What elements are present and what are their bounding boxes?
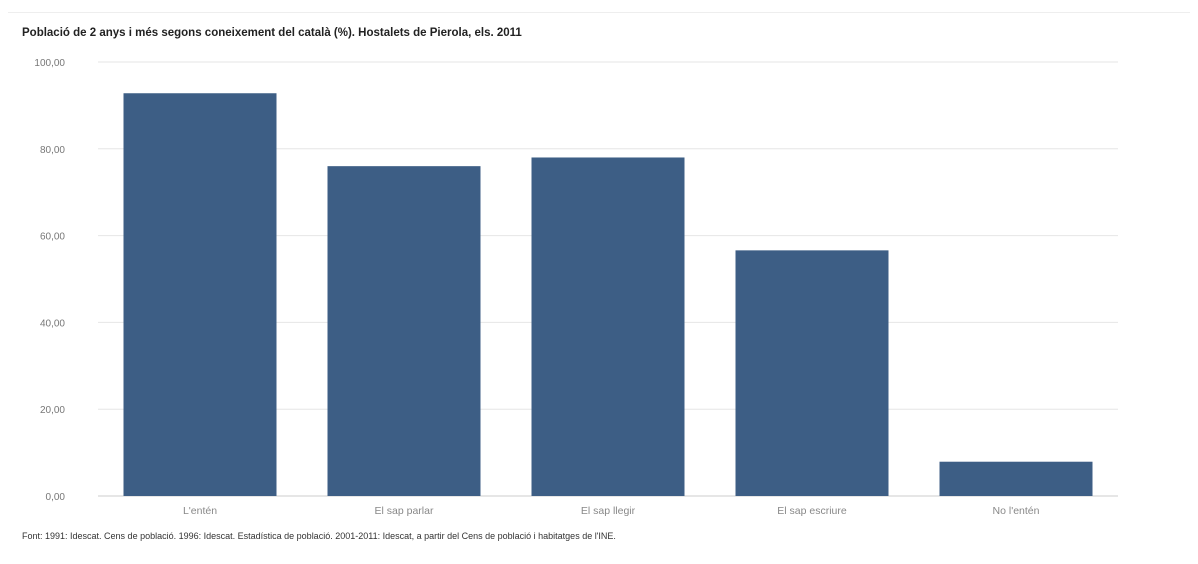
x-tick-label: El sap escriure — [777, 505, 847, 517]
x-tick-label: El sap llegir — [581, 505, 636, 517]
x-tick-label: No l'entén — [993, 505, 1040, 517]
y-tick-label: 100,00 — [34, 58, 65, 69]
y-tick-label: 60,00 — [40, 232, 65, 243]
bar — [327, 166, 481, 496]
x-tick-label: El sap parlar — [375, 505, 434, 517]
bar — [939, 461, 1093, 496]
bars — [123, 93, 1093, 497]
y-tick-label: 40,00 — [40, 318, 65, 329]
y-axis-ticks: 0,00 20,00 40,00 60,00 80,00 100,00 — [34, 58, 65, 503]
y-tick-label: 20,00 — [40, 405, 65, 416]
x-tick-label: L'entén — [183, 505, 217, 517]
chart-title: Població de 2 anys i més segons coneixem… — [22, 27, 522, 39]
y-tick-label: 80,00 — [40, 145, 65, 156]
chart-frame — [8, 12, 1190, 555]
chart-source-note: Font: 1991: Idescat. Cens de població. 1… — [22, 531, 616, 541]
y-tick-label: 0,00 — [46, 492, 66, 503]
bar — [123, 93, 277, 497]
x-axis-ticks: L'entén El sap parlar El sap llegir El sap … — [183, 505, 1040, 517]
bar — [531, 157, 685, 497]
bar — [735, 250, 889, 496]
